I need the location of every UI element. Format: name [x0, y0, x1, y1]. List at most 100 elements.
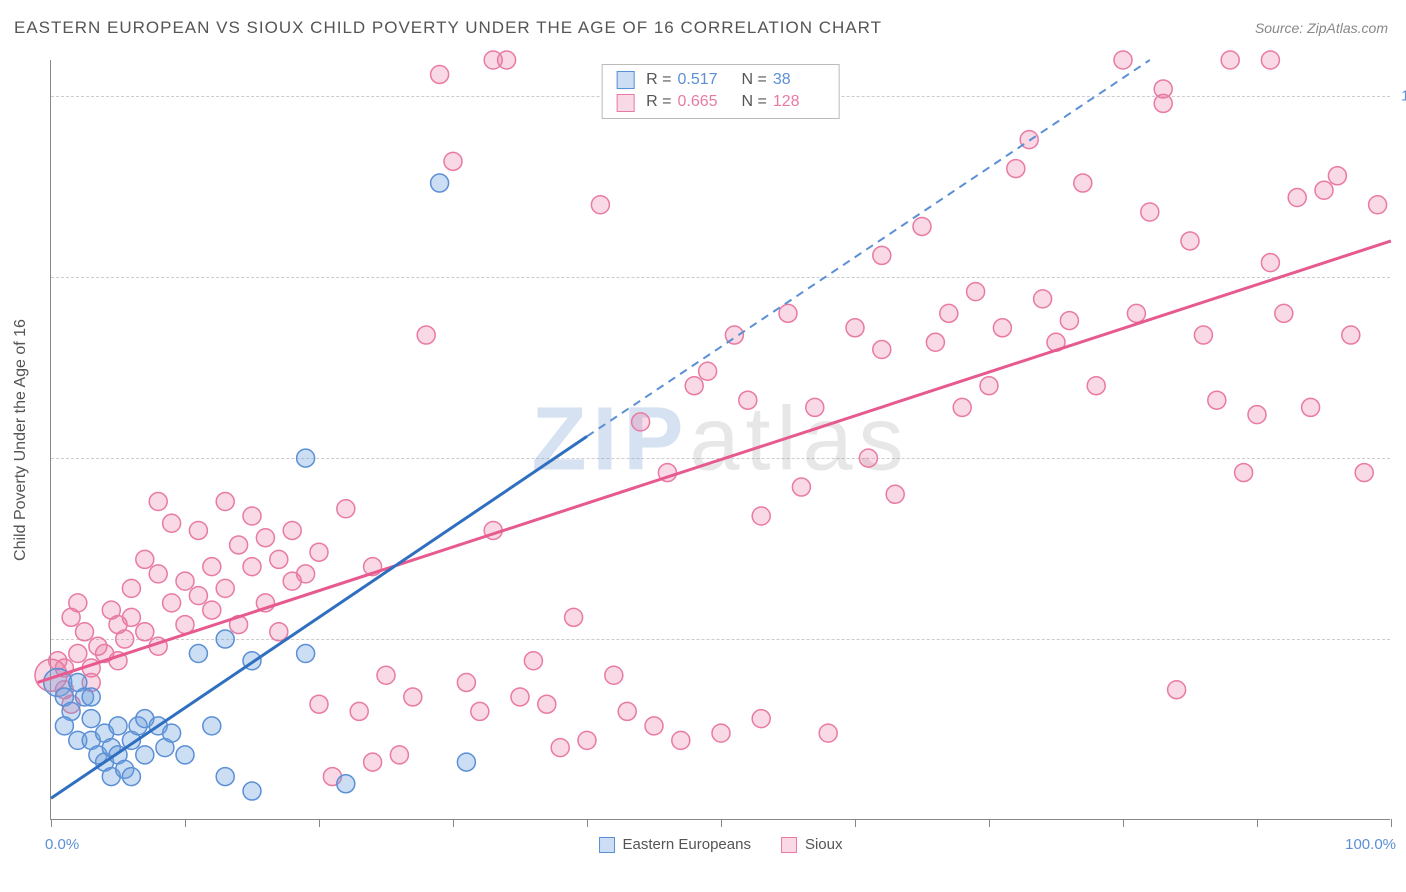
- point-series2: [645, 717, 663, 735]
- point-series2: [1034, 290, 1052, 308]
- point-series2: [1007, 160, 1025, 178]
- point-series2: [1181, 232, 1199, 250]
- point-series2: [283, 521, 301, 539]
- legend-label-series2: Sioux: [805, 836, 843, 853]
- x-tick: [319, 819, 320, 827]
- x-tick: [721, 819, 722, 827]
- point-series2: [1074, 174, 1092, 192]
- point-series2: [256, 529, 274, 547]
- point-series2: [149, 493, 167, 511]
- point-series2: [216, 579, 234, 597]
- point-series1: [82, 710, 100, 728]
- point-series2: [216, 493, 234, 511]
- point-series2: [1060, 312, 1078, 330]
- point-series2: [699, 362, 717, 380]
- r-value-2: 0.665: [678, 91, 730, 113]
- point-series2: [270, 550, 288, 568]
- point-series2: [431, 65, 449, 83]
- point-series2: [243, 507, 261, 525]
- point-series2: [297, 565, 315, 583]
- point-series1: [176, 746, 194, 764]
- x-tick: [453, 819, 454, 827]
- stats-box: R = 0.517 N = 38 R = 0.665 N = 128: [601, 64, 840, 119]
- point-series2: [1248, 406, 1266, 424]
- x-tick: [1391, 819, 1392, 827]
- point-series1: [431, 174, 449, 192]
- point-series1: [243, 782, 261, 800]
- point-series1: [163, 724, 181, 742]
- chart-title: EASTERN EUROPEAN VS SIOUX CHILD POVERTY …: [14, 18, 882, 38]
- point-series2: [578, 731, 596, 749]
- point-series2: [189, 587, 207, 605]
- point-series2: [1114, 51, 1132, 69]
- x-tick: [989, 819, 990, 827]
- point-series1: [189, 645, 207, 663]
- x-axis-max-label: 100.0%: [1345, 836, 1396, 853]
- point-series2: [1087, 377, 1105, 395]
- legend-item-series1: Eastern Europeans: [599, 836, 751, 853]
- point-series2: [886, 485, 904, 503]
- r-label-2: R =: [646, 91, 671, 113]
- point-series1: [216, 630, 234, 648]
- point-series2: [203, 558, 221, 576]
- point-series2: [1168, 681, 1186, 699]
- point-series2: [1127, 304, 1145, 322]
- point-series2: [792, 478, 810, 496]
- point-series1: [82, 688, 100, 706]
- point-series2: [1355, 464, 1373, 482]
- point-series2: [377, 666, 395, 684]
- point-series2: [337, 500, 355, 518]
- point-series2: [1261, 51, 1279, 69]
- point-series1: [55, 717, 73, 735]
- plot-area: Child Poverty Under the Age of 16 25.0%5…: [50, 60, 1390, 820]
- point-series2: [940, 304, 958, 322]
- point-series1: [136, 746, 154, 764]
- point-series2: [1342, 326, 1360, 344]
- point-series2: [779, 304, 797, 322]
- point-series2: [672, 731, 690, 749]
- point-series2: [444, 152, 462, 170]
- point-series2: [136, 623, 154, 641]
- point-series1: [297, 645, 315, 663]
- point-series2: [739, 391, 757, 409]
- scatter-svg: [51, 60, 1390, 819]
- point-series2: [1208, 391, 1226, 409]
- x-tick: [1257, 819, 1258, 827]
- point-series2: [819, 724, 837, 742]
- point-series2: [685, 377, 703, 395]
- point-series2: [524, 652, 542, 670]
- x-tick: [185, 819, 186, 827]
- point-series2: [1302, 398, 1320, 416]
- source-attribution: Source: ZipAtlas.com: [1255, 20, 1388, 36]
- point-series2: [618, 702, 636, 720]
- point-series2: [752, 507, 770, 525]
- point-series2: [993, 319, 1011, 337]
- point-series2: [1154, 94, 1172, 112]
- point-series2: [350, 702, 368, 720]
- point-series2: [69, 594, 87, 612]
- point-series2: [1261, 254, 1279, 272]
- point-series2: [873, 246, 891, 264]
- swatch-series1: [616, 71, 634, 89]
- point-series2: [913, 217, 931, 235]
- point-series2: [752, 710, 770, 728]
- point-series2: [390, 746, 408, 764]
- point-series2: [76, 623, 94, 641]
- n-label-1: N =: [742, 69, 767, 91]
- stats-row-series1: R = 0.517 N = 38: [616, 69, 825, 91]
- point-series1: [203, 717, 221, 735]
- point-series2: [953, 398, 971, 416]
- point-series2: [364, 753, 382, 771]
- point-series2: [632, 413, 650, 431]
- legend: Eastern Europeans Sioux: [599, 836, 843, 853]
- y-axis-title: Child Poverty Under the Age of 16: [12, 319, 30, 561]
- point-series2: [136, 550, 154, 568]
- swatch-series2-legend: [781, 837, 797, 853]
- y-tick-label: 100.0%: [1401, 88, 1406, 105]
- point-series2: [69, 645, 87, 663]
- point-series1: [297, 449, 315, 467]
- n-label-2: N =: [742, 91, 767, 113]
- swatch-series2: [616, 94, 634, 112]
- point-series2: [310, 695, 328, 713]
- point-series2: [310, 543, 328, 561]
